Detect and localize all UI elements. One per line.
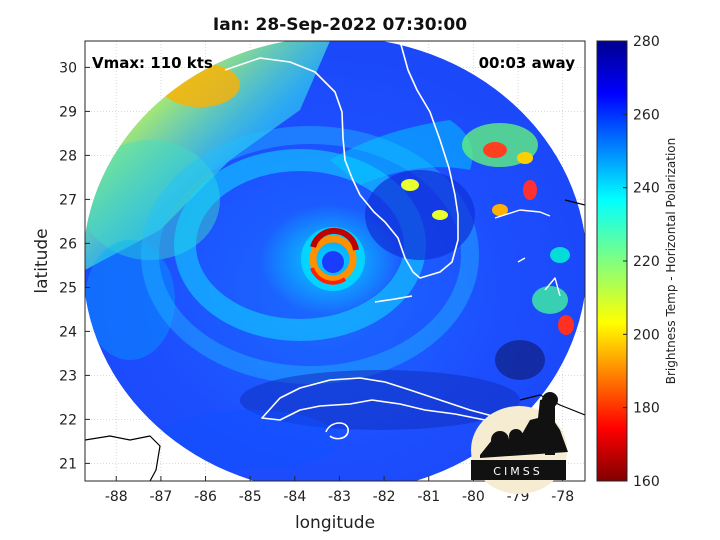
x-tick-label: -85: [239, 489, 262, 505]
x-tick-label: -83: [328, 489, 351, 505]
x-tick-label: -82: [373, 489, 396, 505]
x-tick-label: -81: [417, 489, 440, 505]
y-tick-label: 26: [59, 236, 77, 252]
cimss-logo: CIMSS: [471, 392, 568, 494]
x-axis-label: longitude: [295, 513, 375, 533]
colorbar-tick-label: 200: [633, 327, 660, 343]
colorbar-tick-label: 240: [633, 181, 660, 197]
y-tick-label: 22: [59, 412, 77, 428]
colorbar-tick-label: 280: [633, 34, 660, 50]
y-tick-label: 23: [59, 368, 77, 384]
colorbar-tick-label: 180: [633, 401, 660, 417]
x-tick-label: -84: [283, 489, 306, 505]
x-tick-label: -78: [551, 489, 574, 505]
logo-text: CIMSS: [493, 465, 542, 478]
colorbar: [596, 40, 628, 482]
heatmap-swath: [85, 41, 585, 481]
colorbar-label: Brightness Temp - Horizontal Polarizatio…: [664, 138, 678, 385]
colorbar-ticks: 160 180 200 220 240 260 280: [623, 34, 660, 490]
time-offset-annotation: 00:03 away: [479, 54, 576, 72]
y-tick-label: 28: [59, 148, 77, 164]
x-tick-label: -80: [462, 489, 485, 505]
vmax-annotation: Vmax: 110 kts: [92, 54, 213, 72]
y-tick-label: 27: [59, 192, 77, 208]
colorbar-tick-label: 220: [633, 254, 660, 270]
y-tick-label: 21: [59, 456, 77, 472]
colorbar-tick-label: 160: [633, 474, 660, 490]
y-tick-label: 30: [59, 60, 77, 76]
y-axis-label: latitude: [32, 228, 52, 293]
axes-frame: [84, 40, 586, 482]
colorbar-tick-label: 260: [633, 107, 660, 123]
x-tick-label: -87: [149, 489, 172, 505]
y-tick-label: 25: [59, 280, 77, 296]
y-tick-label: 29: [59, 104, 77, 120]
x-tick-label: -86: [194, 489, 217, 505]
x-tick-label: -88: [105, 489, 128, 505]
y-axis-ticks: 21 22 23 24 25 26 27 28 29 30: [59, 60, 90, 472]
chart-title: Ian: 28-Sep-2022 07:30:00: [213, 15, 467, 35]
y-tick-label: 24: [59, 324, 77, 340]
